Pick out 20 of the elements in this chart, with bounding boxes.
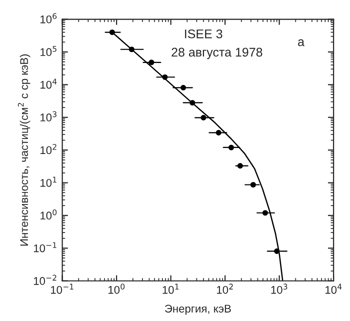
annotation: 28 августа 1978: [172, 48, 262, 60]
y-tick-label: 10$^{1}$: [40, 176, 56, 187]
y-tick-label: 10$^{−1}$: [34, 242, 56, 252]
y-tick-label: 10$^{2}$: [40, 144, 56, 154]
annotation: ISEE 3: [185, 29, 222, 38]
y-tick-label: 10$^{3}$: [40, 111, 56, 122]
y-tick-label: 10$^{5}$: [40, 46, 56, 56]
y-tick-label: 10$^{0}$: [40, 209, 57, 220]
y-tick-label: 10$^{6}$: [40, 13, 57, 24]
x-tick-label: 10$^{1}$: [162, 284, 179, 294]
y-tick-label: 10$^{−2}$: [34, 274, 56, 285]
y-tick-label: 10$^{4}$: [40, 78, 57, 89]
x-tick-label: 10$^{−1}$: [50, 284, 74, 294]
annotation: а: [298, 39, 304, 46]
x-tick-label: 10$^{0}$: [108, 284, 125, 294]
x-tick-label: 10$^{4}$: [326, 284, 342, 294]
x-axis-title: Энергия, кэВ: [164, 304, 231, 315]
x-tick-label: 10$^{3}$: [271, 284, 288, 294]
y-axis-title: Интенсивность, частиц/(см$^{2}$ с ср кэВ): [18, 54, 30, 246]
x-tick-label: 10$^{2}$: [217, 284, 233, 294]
